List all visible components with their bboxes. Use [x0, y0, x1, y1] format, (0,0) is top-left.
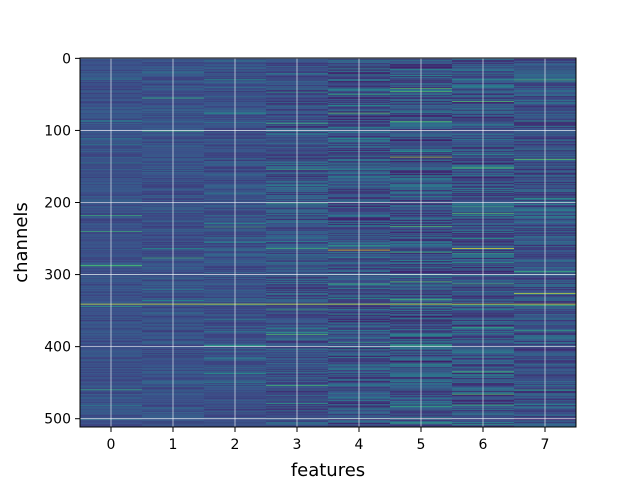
x-tick-label: 2	[231, 437, 240, 453]
y-tick-label: 400	[44, 340, 71, 356]
x-tick-label: 0	[107, 437, 116, 453]
x-tick-label: 4	[355, 437, 364, 453]
x-tick-label: 5	[417, 437, 426, 453]
x-tick-label: 7	[541, 437, 550, 453]
x-tick-label: 1	[169, 437, 178, 453]
x-axis-label: features	[291, 460, 365, 480]
plot-frame	[79, 57, 577, 428]
x-tick-label: 3	[293, 437, 302, 453]
y-tick-label: 500	[44, 412, 71, 428]
y-axis-label: channels	[11, 202, 32, 283]
x-axis: 0 1 2 3 4 5 6 7	[107, 427, 550, 453]
x-tick-label: 6	[479, 437, 488, 453]
y-tick-label: 0	[62, 51, 71, 67]
y-axis: 0 100 200 300 400 500	[44, 51, 80, 428]
grid-lines	[80, 57, 576, 427]
y-tick-label: 100	[44, 123, 71, 139]
heatmap-cells	[80, 58, 576, 427]
y-tick-label: 200	[44, 196, 71, 212]
y-tick-label: 300	[44, 268, 71, 284]
